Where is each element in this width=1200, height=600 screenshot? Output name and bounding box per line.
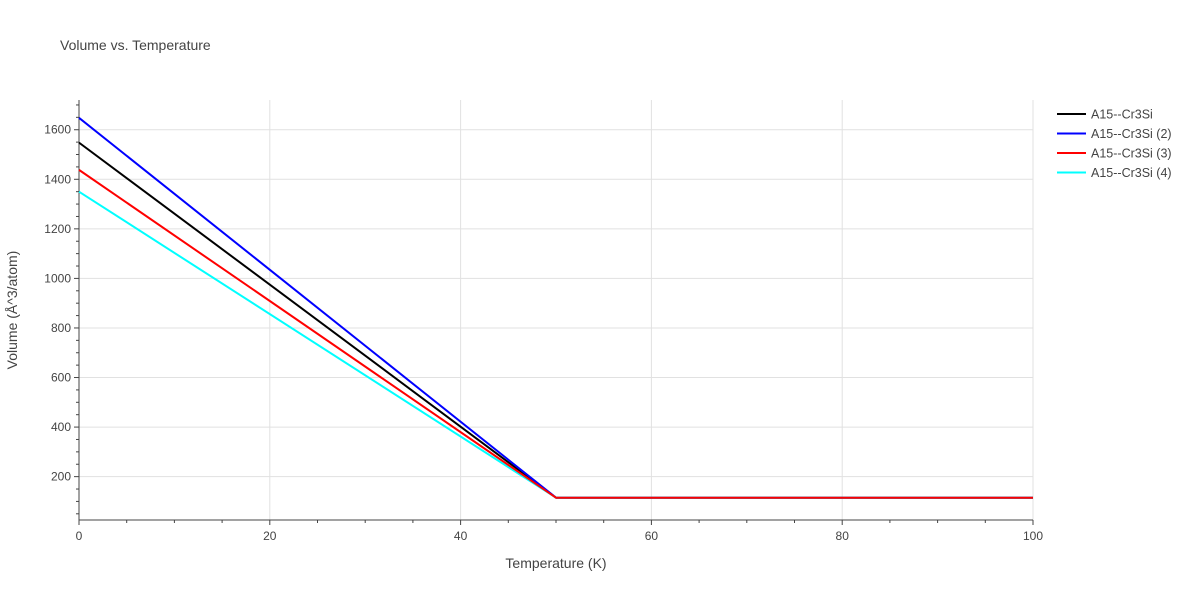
x-tick-label: 100	[1023, 529, 1043, 543]
y-tick-label: 400	[51, 420, 71, 434]
y-tick-label: 1200	[44, 222, 71, 236]
axes: 0 20 40 60 80 100 200 400 600 800 1000 1200 1400 1600	[44, 100, 1043, 543]
x-tick-label: 20	[263, 529, 277, 543]
y-axis-title: Volume (Å^3/atom)	[4, 251, 20, 370]
series-layer	[78, 117, 1033, 499]
series-line	[78, 141, 1033, 499]
x-tick-label: 80	[836, 529, 850, 543]
y-tick-label: 1400	[44, 172, 71, 186]
series-line	[78, 169, 1033, 499]
x-tick-label: 60	[645, 529, 659, 543]
legend-label[interactable]: A15--Cr3Si (2)	[1091, 127, 1172, 141]
series-line	[78, 190, 1033, 499]
y-tick-label: 600	[51, 371, 71, 385]
grid	[79, 100, 1034, 520]
y-tick-label: 1600	[44, 123, 71, 137]
x-axis-title: Temperature (K)	[505, 555, 606, 571]
series-line	[78, 117, 1033, 499]
y-tick-label: 1000	[44, 271, 71, 285]
y-tick-label: 800	[51, 321, 71, 335]
y-tick-label: 200	[51, 470, 71, 484]
legend-label[interactable]: A15--Cr3Si (4)	[1091, 166, 1172, 180]
x-tick-label: 40	[454, 529, 468, 543]
legend-label[interactable]: A15--Cr3Si	[1091, 108, 1153, 122]
x-tick-label: 0	[76, 529, 83, 543]
chart-title: Volume vs. Temperature	[60, 37, 211, 53]
legend-label[interactable]: A15--Cr3Si (3)	[1091, 147, 1172, 161]
legend: A15--Cr3Si A15--Cr3Si (2) A15--Cr3Si (3) A1…	[1057, 108, 1172, 180]
